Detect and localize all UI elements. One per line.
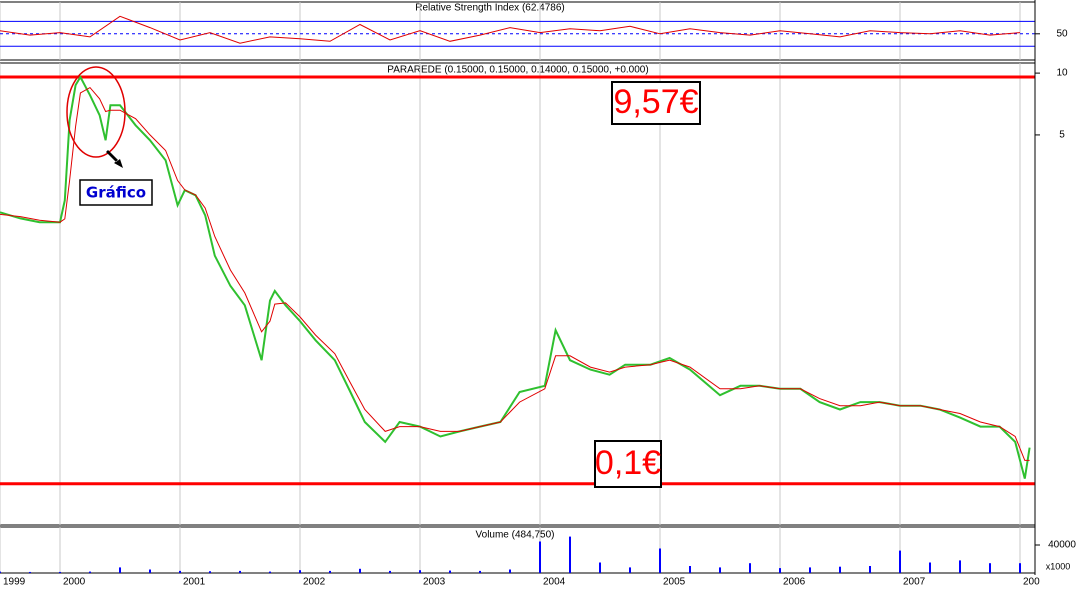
volume-bar bbox=[389, 570, 391, 573]
series-line bbox=[0, 15, 1021, 44]
volume-bar bbox=[689, 565, 691, 573]
volume-bar bbox=[539, 541, 541, 573]
volume-bar bbox=[839, 566, 841, 573]
volume-bar bbox=[329, 570, 331, 573]
x-tick-label: 2001 bbox=[183, 577, 206, 588]
series-line bbox=[0, 86, 1030, 461]
volume-bar bbox=[179, 570, 181, 573]
volume-bar bbox=[209, 571, 211, 573]
x-tick-label: 2005 bbox=[663, 577, 686, 588]
x-tick-label: 2002 bbox=[303, 577, 326, 588]
volume-bar bbox=[749, 563, 751, 573]
x-tick-label: 2007 bbox=[903, 577, 926, 588]
series-line bbox=[0, 74, 1031, 479]
volume-bar bbox=[479, 570, 481, 573]
volume-bar bbox=[29, 571, 31, 573]
volume-bar bbox=[1019, 563, 1021, 573]
x-tick-label: 2000 bbox=[63, 577, 86, 588]
annotation-box bbox=[79, 179, 153, 206]
volume-unit: x1000 bbox=[1046, 561, 1071, 571]
y-tick-label: 5 bbox=[1059, 130, 1065, 141]
annotation: 9,57€ bbox=[613, 83, 698, 121]
volume-bar bbox=[269, 571, 271, 573]
volume-bar bbox=[929, 562, 931, 573]
volume-bar bbox=[899, 550, 901, 573]
annotation-box bbox=[594, 440, 662, 488]
volume-bar bbox=[119, 567, 121, 573]
volume-bar bbox=[659, 548, 661, 573]
x-tick-label: 2004 bbox=[543, 577, 566, 588]
y-tick-label: 10 bbox=[1056, 68, 1068, 79]
volume-bar bbox=[809, 567, 811, 573]
arrow bbox=[106, 150, 123, 168]
x-tick-label: 2006 bbox=[783, 577, 806, 588]
volume-bar bbox=[989, 563, 991, 573]
volume-bar bbox=[59, 571, 61, 573]
volume-bar bbox=[299, 570, 301, 573]
rsi-title: Relative Strength Index (62.4786) bbox=[415, 3, 565, 14]
volume-bar bbox=[0, 571, 1, 573]
price-title: PARAREDE (0.15000, 0.15000, 0.14000, 0.1… bbox=[387, 65, 648, 76]
volume-bar bbox=[239, 570, 241, 573]
annotation-box bbox=[611, 81, 701, 125]
x-tick-label: 2003 bbox=[423, 577, 446, 588]
annotation: Gráfico bbox=[86, 184, 146, 202]
volume-bar bbox=[599, 562, 601, 573]
y-tick-label: 40000 bbox=[1048, 540, 1076, 551]
volume-bar bbox=[449, 570, 451, 573]
x-tick-label: 1999 bbox=[3, 577, 26, 588]
volume-bar bbox=[359, 568, 361, 573]
volume-bar bbox=[719, 567, 721, 573]
volume-bar bbox=[89, 571, 91, 573]
volume-bar bbox=[569, 536, 571, 573]
volume-bar bbox=[959, 560, 961, 573]
volume-bar bbox=[419, 570, 421, 573]
annotation: 0,1€ bbox=[595, 444, 661, 482]
x-tick-label: 200 bbox=[1023, 577, 1040, 588]
highlight-ellipse bbox=[66, 66, 126, 158]
volume-bar bbox=[629, 567, 631, 573]
y-tick-label: 50 bbox=[1056, 28, 1068, 39]
volume-bar bbox=[149, 569, 151, 573]
volume-bar bbox=[779, 568, 781, 573]
volume-title: Volume (484,750) bbox=[476, 530, 555, 541]
volume-bar bbox=[509, 569, 511, 573]
volume-bar bbox=[869, 565, 871, 573]
